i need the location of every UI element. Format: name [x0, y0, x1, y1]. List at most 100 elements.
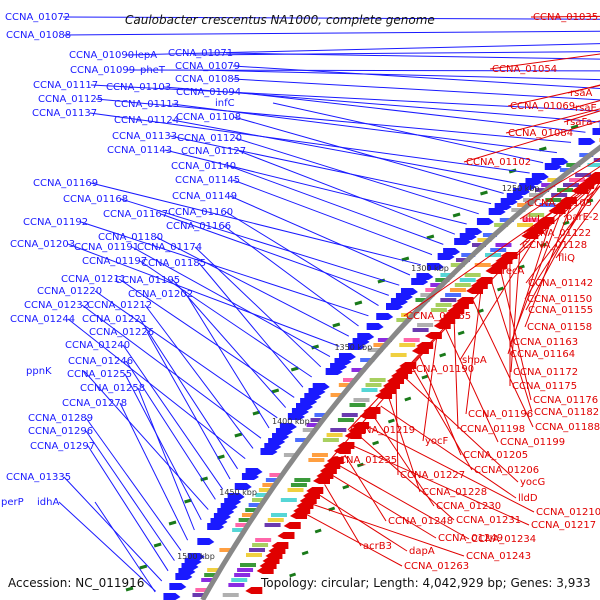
right-gene-label: CCNA_01227 — [400, 470, 465, 481]
leader-line — [563, 110, 600, 123]
leader-line — [232, 78, 600, 101]
left-gene-label: CCNA_01197 — [82, 256, 147, 267]
right-gene-label: CCNA_01235 — [332, 455, 397, 466]
function-block — [587, 163, 600, 167]
gc-mark — [234, 432, 243, 438]
left-gene-label: CCNA_01117 — [33, 80, 98, 91]
function-block — [349, 403, 366, 407]
function-block — [295, 438, 310, 442]
function-block — [435, 303, 452, 307]
gc-mark — [439, 352, 447, 358]
leader-line — [119, 402, 189, 541]
forward-gene-arrow — [234, 483, 252, 490]
leader-line — [146, 331, 231, 480]
reverse-gene-arrow — [485, 267, 503, 274]
forward-gene-arrow — [578, 138, 596, 145]
right-gene-label: parE-2 — [566, 212, 599, 223]
forward-gene-arrow — [476, 218, 494, 225]
left-gene-label: CCNA_01180 — [98, 232, 163, 243]
leader-line — [225, 211, 379, 307]
gc-mark — [290, 366, 299, 372]
gc-mark — [356, 462, 364, 468]
forward-gene-arrow — [426, 263, 444, 270]
leader-line — [122, 344, 224, 490]
left-gene-label: infC — [215, 98, 235, 109]
leader-line — [403, 376, 519, 483]
right-gene-label: yocF — [425, 436, 449, 447]
function-block — [455, 258, 470, 262]
right-gene-label: lldD — [518, 493, 538, 504]
left-gene-label: pheT — [140, 65, 166, 76]
forward-gene-arrow — [207, 523, 225, 530]
leader-line — [58, 501, 156, 592]
right-gene-label: CCNA_01155 — [528, 305, 593, 316]
leader-line — [225, 52, 600, 60]
left-gene-label: CCNA_01278 — [62, 398, 127, 409]
left-gene-label: CCNA_01125 — [38, 94, 103, 105]
leader-line — [172, 279, 287, 408]
function-block — [454, 283, 471, 287]
left-gene-label: lepA — [135, 50, 157, 61]
leader-line — [499, 179, 600, 272]
function-block — [306, 423, 321, 427]
left-gene-label: CCNA_01127 — [181, 146, 246, 157]
function-block — [330, 428, 347, 432]
right-gene-label: CCNA_01158 — [527, 322, 592, 333]
leader-line — [164, 149, 467, 225]
left-gene-label: CCNA_01203 — [10, 239, 75, 250]
function-block — [551, 193, 568, 197]
right-gene-label: CCNA_01054 — [492, 64, 557, 75]
function-block — [326, 433, 343, 437]
right-gene-label: CCNA_01102 — [466, 157, 531, 168]
left-gene-label: CCNA_01094 — [176, 87, 241, 98]
left-gene-label: CCNA_01085 — [175, 74, 240, 85]
right-gene-label: CCNA_01198 — [460, 424, 525, 435]
gc-mark — [354, 300, 363, 306]
right-gene-label: CCNA_01084 — [508, 128, 573, 139]
leader-line — [305, 513, 403, 567]
leader-line — [194, 246, 322, 368]
function-block — [535, 188, 550, 192]
function-block — [249, 548, 266, 552]
right-gene-label: CCNA_01150 — [527, 294, 592, 305]
gc-mark — [139, 564, 148, 570]
left-gene-label: CCNA_01160 — [168, 207, 233, 218]
function-block — [499, 218, 514, 222]
function-block — [267, 518, 284, 522]
kbp-label: 1450 kbp — [219, 488, 257, 497]
left-gene-label: CCNA_01103 — [106, 82, 171, 93]
kbp-label: 1500 kbp — [177, 552, 215, 561]
reverse-gene-arrow — [333, 447, 351, 454]
gc-mark — [332, 322, 341, 328]
leader-line — [347, 307, 464, 431]
reverse-gene-arrow — [466, 287, 484, 294]
leader-line — [160, 213, 389, 296]
forward-gene-arrow — [366, 323, 384, 330]
gc-mark — [404, 396, 412, 402]
reverse-gene-arrow — [256, 567, 274, 574]
leader-line — [530, 15, 600, 18]
right-gene-label: CCNA_01188 — [535, 422, 600, 433]
leader-line — [198, 262, 304, 388]
right-gene-label: CCNA_01231 — [456, 515, 521, 526]
function-block — [228, 583, 245, 587]
function-block — [575, 173, 592, 177]
left-gene-label: CCNA_01133 — [112, 131, 177, 142]
right-gene-label: CCNA_01182 — [534, 407, 599, 418]
right-gene-label: CCNA_01165 — [406, 311, 471, 322]
function-block — [310, 418, 325, 422]
leader-line — [139, 260, 313, 378]
left-gene-label: ppnK — [26, 366, 52, 377]
forward-gene-arrow — [454, 238, 472, 245]
left-gene-label: CCNA_01202 — [128, 289, 193, 300]
leader-line — [171, 119, 517, 184]
function-block — [517, 203, 532, 207]
left-gene-label: CCNA_01191 — [74, 242, 139, 253]
function-block — [219, 548, 234, 552]
gc-mark — [200, 476, 209, 482]
function-block — [361, 388, 378, 392]
leader-line — [380, 405, 517, 499]
leader-line — [94, 290, 278, 419]
function-block — [294, 478, 311, 482]
right-gene-label: CCNA_01175 — [512, 381, 577, 392]
